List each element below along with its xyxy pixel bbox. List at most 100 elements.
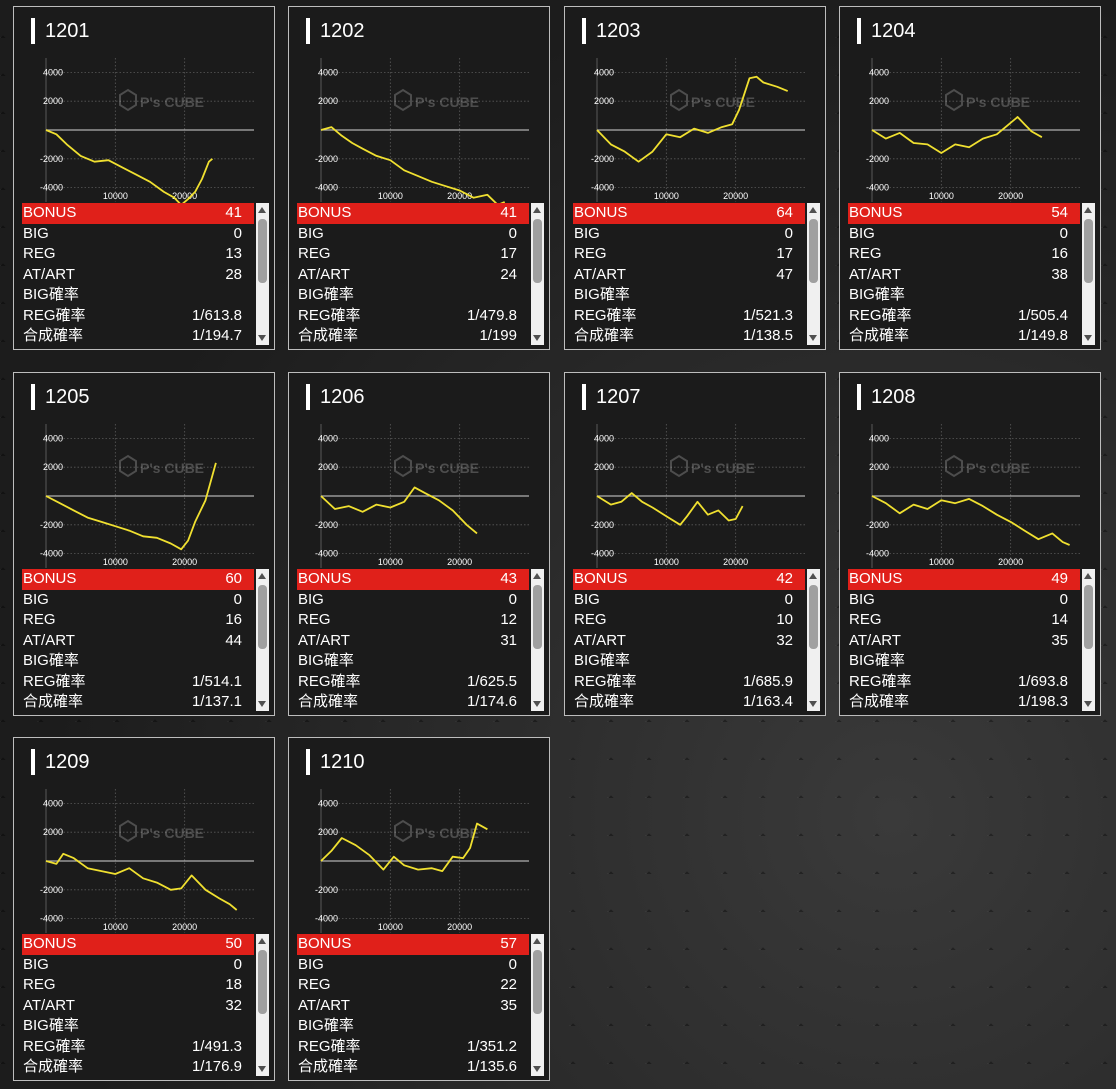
big-prob-row: BIG確率 — [22, 1016, 254, 1037]
machine-number[interactable]: 1205 — [31, 384, 90, 410]
x-tick-label: 10000 — [654, 557, 679, 567]
machine-number[interactable]: 1201 — [31, 18, 90, 44]
big-prob-row-label: BIG確率 — [298, 652, 354, 669]
stats-scrollbar[interactable] — [807, 569, 820, 711]
scroll-up-arrow-icon[interactable] — [1084, 573, 1092, 579]
scroll-down-arrow-icon[interactable] — [533, 1066, 541, 1072]
machine-card[interactable]: 1205 4000 2000 -2000 -4000 10000 20000 P's CUBE… — [13, 372, 275, 716]
scroll-down-arrow-icon[interactable] — [258, 1066, 266, 1072]
y-tick-label: 2000 — [318, 96, 338, 106]
at-art-row: AT/ART 24 — [297, 265, 529, 286]
scroll-up-arrow-icon[interactable] — [809, 207, 817, 213]
scroll-up-arrow-icon[interactable] — [258, 573, 266, 579]
machine-card[interactable]: 1203 4000 2000 -2000 -4000 10000 20000 P's CUBE… — [564, 6, 826, 350]
big-row: BIG 0 — [573, 224, 805, 245]
scroll-down-arrow-icon[interactable] — [1084, 701, 1092, 707]
x-tick-label: 20000 — [998, 191, 1023, 201]
machine-number[interactable]: 1207 — [582, 384, 641, 410]
stats-scrollbar[interactable] — [807, 203, 820, 345]
scroll-down-arrow-icon[interactable] — [533, 335, 541, 341]
machine-number[interactable]: 1202 — [306, 18, 365, 44]
big-row: BIG 0 — [22, 590, 254, 611]
bonus-row-label: BONUS — [23, 570, 77, 587]
scroll-down-arrow-icon[interactable] — [533, 701, 541, 707]
stats-scrollbar[interactable] — [531, 934, 544, 1076]
scroll-down-arrow-icon[interactable] — [258, 701, 266, 707]
combined-prob-row: 合成確率 1/135.6 — [297, 1057, 529, 1078]
stats-scrollbar[interactable] — [1082, 569, 1095, 711]
scroll-down-arrow-icon[interactable] — [258, 335, 266, 341]
machine-card[interactable]: 1206 4000 2000 -2000 -4000 10000 20000 P's CUBE… — [288, 372, 550, 716]
scroll-up-arrow-icon[interactable] — [258, 207, 266, 213]
scroll-thumb[interactable] — [533, 585, 542, 649]
machine-card[interactable]: 1207 4000 2000 -2000 -4000 10000 20000 P's CUBE… — [564, 372, 826, 716]
reg-prob-row-value: 1/351.2 — [466, 1037, 517, 1055]
machine-number[interactable]: 1206 — [306, 384, 365, 410]
bonus-row-value: 50 — [225, 935, 242, 952]
at-art-row: AT/ART 38 — [848, 265, 1080, 286]
payout-graph: 4000 2000 -2000 -4000 10000 20000 P's CUBE — [22, 418, 268, 570]
reg-row-value: 22 — [500, 976, 517, 993]
scroll-thumb[interactable] — [258, 219, 267, 283]
machine-number[interactable]: 1209 — [31, 749, 90, 775]
scroll-up-arrow-icon[interactable] — [1084, 207, 1092, 213]
reg-row-label: REG — [23, 976, 56, 993]
reg-prob-row: REG確率 1/491.3 — [22, 1037, 254, 1058]
x-tick-label: 20000 — [172, 557, 197, 567]
stats-scrollbar[interactable] — [531, 203, 544, 345]
machine-number[interactable]: 1203 — [582, 18, 641, 44]
machine-card[interactable]: 1210 4000 2000 -2000 -4000 10000 20000 P's CUBE… — [288, 737, 550, 1081]
scroll-thumb[interactable] — [809, 219, 818, 283]
stats-rows: BONUS 57 BIG 0 REG 22 AT/ART 35 BIG確率 REG確率 1/351.… — [297, 934, 529, 1078]
scroll-down-arrow-icon[interactable] — [809, 701, 817, 707]
y-tick-label: 4000 — [318, 798, 338, 808]
scroll-down-arrow-icon[interactable] — [809, 335, 817, 341]
machine-card[interactable]: 1204 4000 2000 -2000 -4000 10000 20000 P's CUBE… — [839, 6, 1101, 350]
scroll-up-arrow-icon[interactable] — [533, 207, 541, 213]
y-tick-label: -4000 — [40, 183, 63, 193]
combined-prob-row-value: 1/199 — [479, 327, 517, 344]
scroll-up-arrow-icon[interactable] — [533, 573, 541, 579]
x-tick-label: 10000 — [378, 557, 403, 567]
stats-scrollbar[interactable] — [256, 569, 269, 711]
x-tick-label: 20000 — [172, 191, 197, 201]
scroll-up-arrow-icon[interactable] — [258, 938, 266, 944]
scroll-up-arrow-icon[interactable] — [533, 938, 541, 944]
reg-prob-row: REG確率 1/521.3 — [573, 306, 805, 327]
scroll-thumb[interactable] — [258, 585, 267, 649]
scroll-thumb[interactable] — [533, 950, 542, 1014]
scroll-thumb[interactable] — [1084, 585, 1093, 649]
stats-scrollbar[interactable] — [531, 569, 544, 711]
machine-card[interactable]: 1201 4000 2000 -2000 -4000 10000 20000 P's CUBE… — [13, 6, 275, 350]
at-art-row-label: AT/ART — [298, 631, 350, 649]
scroll-thumb[interactable] — [533, 219, 542, 283]
big-row-label: BIG — [849, 590, 875, 608]
machine-number[interactable]: 1208 — [857, 384, 916, 410]
brand-watermark: P's CUBE — [119, 88, 204, 112]
scroll-thumb[interactable] — [258, 950, 267, 1014]
reg-prob-row: REG確率 1/479.8 — [297, 306, 529, 327]
reg-row-label: REG — [23, 611, 56, 628]
stats-scrollbar[interactable] — [1082, 203, 1095, 345]
scroll-thumb[interactable] — [1084, 219, 1093, 283]
cube-logo-icon — [945, 454, 963, 478]
scroll-down-arrow-icon[interactable] — [1084, 335, 1092, 341]
reg-prob-row-value: 1/514.1 — [191, 672, 242, 690]
big-row-value: 0 — [1059, 590, 1068, 608]
stats-scrollbar[interactable] — [256, 203, 269, 345]
stats-table: BONUS 41 BIG 0 REG 13 AT/ART 28 BIG確率 REG確率 1/613.… — [22, 203, 269, 345]
bonus-row-label: BONUS — [574, 204, 628, 221]
machine-number[interactable]: 1204 — [857, 18, 916, 44]
scroll-thumb[interactable] — [809, 585, 818, 649]
machine-number[interactable]: 1210 — [306, 749, 365, 775]
at-art-row-value: 38 — [1051, 265, 1068, 283]
bonus-row-value: 41 — [225, 204, 242, 221]
machine-card[interactable]: 1202 4000 2000 -2000 -4000 10000 20000 P's CUBE… — [288, 6, 550, 350]
machine-card[interactable]: 1208 4000 2000 -2000 -4000 10000 20000 P's CUBE… — [839, 372, 1101, 716]
at-art-row: AT/ART 28 — [22, 265, 254, 286]
stats-scrollbar[interactable] — [256, 934, 269, 1076]
scroll-up-arrow-icon[interactable] — [809, 573, 817, 579]
machine-card[interactable]: 1209 4000 2000 -2000 -4000 10000 20000 P's CUBE… — [13, 737, 275, 1081]
cube-logo-icon — [670, 454, 688, 478]
reg-prob-row-label: REG確率 — [298, 306, 361, 324]
